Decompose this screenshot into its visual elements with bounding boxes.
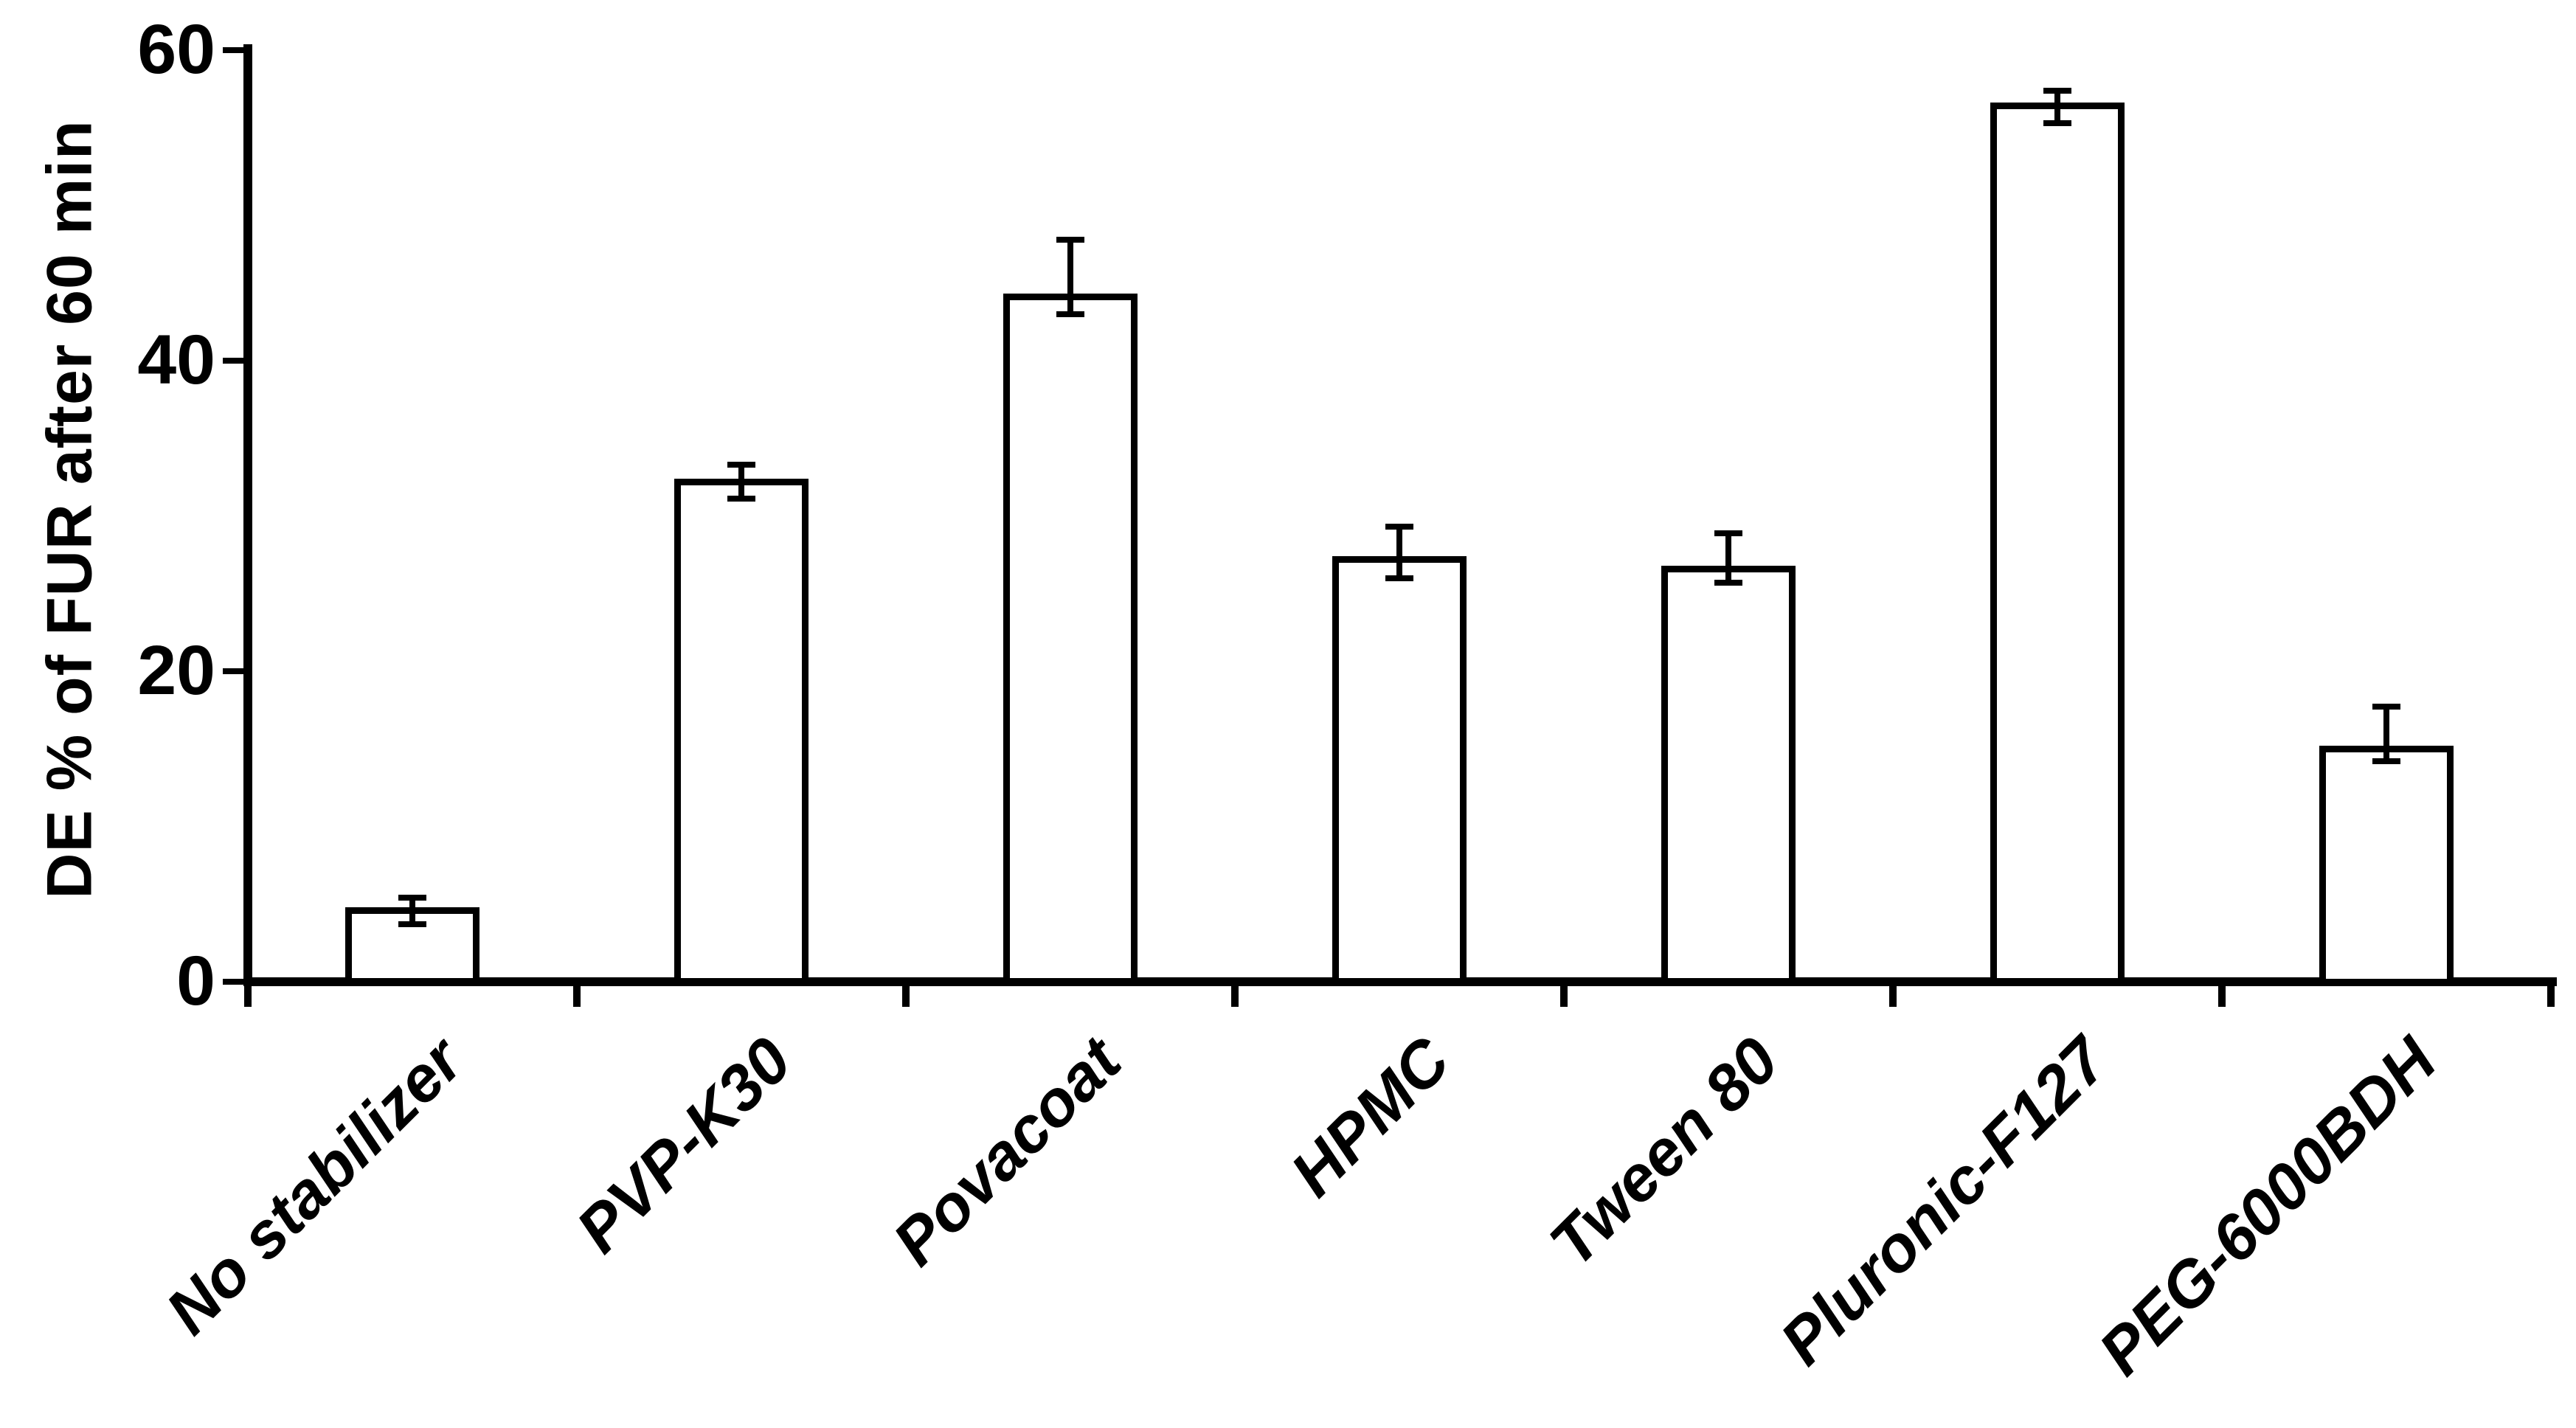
- bar-pvp-k30: [674, 478, 809, 985]
- error-bar-bottom-cap: [2043, 119, 2071, 126]
- error-bar-top-cap: [2043, 87, 2071, 94]
- error-bar-bottom-cap: [727, 496, 755, 502]
- x-label-no-stabilizer: No stabilizer: [151, 1023, 477, 1348]
- error-bar-bottom-cap: [1714, 580, 1742, 586]
- bar-hpmc: [1332, 555, 1467, 985]
- error-bar-line: [1396, 527, 1402, 578]
- error-bar-top-cap: [1056, 236, 1084, 243]
- error-bar-top-cap: [1714, 530, 1742, 536]
- error-bar-top-cap: [727, 462, 755, 468]
- x-label-peg-6000bdh: PEG-6000BDH: [2085, 1023, 2451, 1389]
- bar-tween-80: [1661, 565, 1796, 985]
- x-tick-2: [902, 982, 910, 1007]
- error-bar-bottom-cap: [1056, 311, 1084, 317]
- error-bar-line: [409, 898, 415, 925]
- error-bar-bottom-cap: [2372, 758, 2400, 765]
- x-label-pvp-k30: PVP-K30: [562, 1023, 806, 1266]
- y-tick-label-40: 40: [137, 321, 215, 399]
- bar-pluronic-f127: [1990, 103, 2125, 985]
- y-tick-60: [223, 47, 243, 53]
- x-label-pluronic-f127: Pluronic-F127: [1765, 1023, 2122, 1379]
- bar-povacoat: [1003, 294, 1138, 985]
- x-tick-7: [2547, 982, 2555, 1007]
- error-bar-line: [1067, 239, 1073, 314]
- y-axis-line: [243, 44, 252, 986]
- error-bar-line: [2054, 90, 2060, 123]
- x-label-tween-80: Tween 80: [1535, 1023, 1793, 1280]
- y-tick-0: [223, 979, 243, 985]
- error-bar-line: [738, 465, 744, 499]
- error-bar-line: [1725, 533, 1731, 583]
- error-bar-bottom-cap: [398, 921, 426, 928]
- error-bar-top-cap: [2372, 704, 2400, 710]
- error-bar-line: [2383, 707, 2389, 762]
- x-tick-4: [1560, 982, 1568, 1007]
- x-label-povacoat: Povacoat: [878, 1023, 1135, 1280]
- y-tick-label-60: 60: [137, 10, 215, 89]
- y-tick-40: [223, 358, 243, 364]
- error-bar-top-cap: [1385, 524, 1413, 530]
- x-label-hpmc: HPMC: [1276, 1023, 1464, 1210]
- error-bar-top-cap: [398, 895, 426, 901]
- x-tick-0: [244, 982, 252, 1007]
- x-tick-6: [2218, 982, 2226, 1007]
- x-tick-5: [1889, 982, 1897, 1007]
- y-tick-20: [223, 668, 243, 674]
- y-tick-label-0: 0: [176, 942, 215, 1020]
- x-tick-1: [573, 982, 581, 1007]
- bar-peg-6000bdh: [2319, 745, 2454, 985]
- x-tick-3: [1231, 982, 1239, 1007]
- y-tick-label-20: 20: [137, 631, 215, 710]
- error-bar-bottom-cap: [1385, 575, 1413, 581]
